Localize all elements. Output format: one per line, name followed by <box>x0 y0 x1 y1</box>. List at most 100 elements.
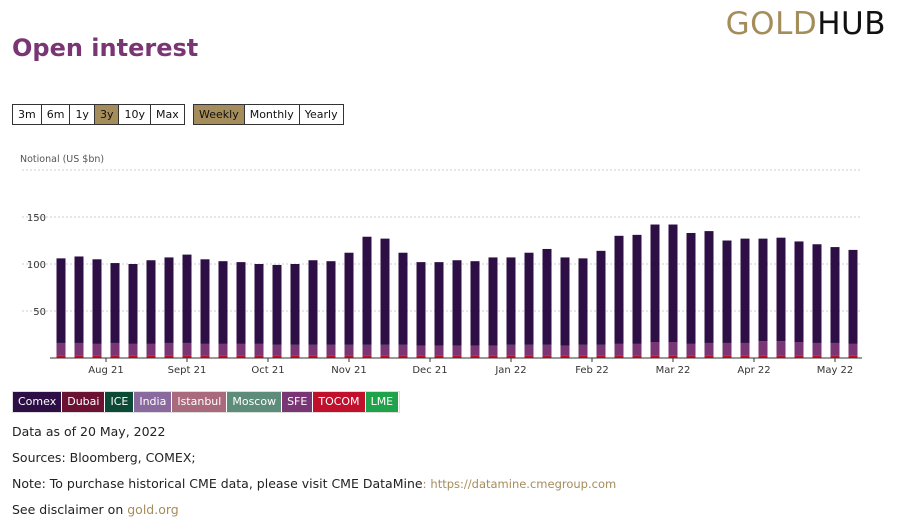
bar-comex-14 <box>308 260 318 345</box>
frequency-button-yearly[interactable]: Yearly <box>298 104 344 125</box>
legend-item-istanbul[interactable]: Istanbul <box>172 392 227 412</box>
range-button-3y[interactable]: 3y <box>93 104 120 125</box>
bar-tocom-30 <box>596 355 606 358</box>
x-tick-label: Aug 21 <box>88 365 123 376</box>
frequency-button-monthly[interactable]: Monthly <box>243 104 300 125</box>
bar-sfe-30 <box>596 344 606 356</box>
bar-tocom-10 <box>236 355 246 358</box>
bar-tocom-35 <box>686 355 696 358</box>
bar-sfe-33 <box>650 342 660 356</box>
bar-tocom-29 <box>578 355 588 358</box>
bar-comex-10 <box>236 262 246 344</box>
bar-comex-4 <box>128 264 138 344</box>
gold-org-link[interactable]: gold.org <box>127 502 179 517</box>
bar-sfe-5 <box>146 343 156 356</box>
x-tick-label: Apr 22 <box>737 365 770 376</box>
bar-sfe-26 <box>524 344 534 356</box>
bar-comex-28 <box>560 257 570 346</box>
bar-tocom-23 <box>470 355 480 358</box>
y-tick-label: 100 <box>27 260 46 271</box>
bar-tocom-43 <box>830 355 840 358</box>
bar-comex-43 <box>830 247 840 343</box>
note-line: Note: To purchase historical CME data, p… <box>12 476 616 491</box>
bar-sfe-9 <box>218 343 228 356</box>
bar-comex-12 <box>272 264 282 345</box>
legend-item-lme[interactable]: LME <box>365 392 399 412</box>
bar-sfe-1 <box>74 342 84 356</box>
bar-sfe-17 <box>362 344 372 356</box>
goldhub-logo[interactable]: GOLDHUB <box>726 6 886 42</box>
bar-sfe-12 <box>272 344 282 356</box>
bar-comex-15 <box>326 261 336 345</box>
x-tick-label: Sept 21 <box>168 365 207 376</box>
frequency-button-weekly[interactable]: Weekly <box>193 104 245 125</box>
bar-sfe-6 <box>164 342 174 356</box>
y-tick-label: 150 <box>27 213 46 224</box>
bar-sfe-18 <box>380 344 390 356</box>
bar-sfe-37 <box>722 342 732 356</box>
bar-sfe-25 <box>506 344 516 356</box>
legend-item-sfe[interactable]: SFE <box>282 392 313 412</box>
note-colon: : <box>422 477 427 491</box>
legend-item-ice[interactable]: ICE <box>105 392 134 412</box>
bar-sfe-41 <box>794 342 804 356</box>
bar-comex-31 <box>614 235 624 344</box>
range-button-6m[interactable]: 6m <box>40 104 71 125</box>
logo-hub-text: HUB <box>817 6 886 42</box>
bar-comex-16 <box>344 252 354 345</box>
bar-comex-18 <box>380 238 390 345</box>
bar-tocom-14 <box>308 355 318 358</box>
bar-sfe-42 <box>812 342 822 356</box>
x-tick-label: Dec 21 <box>412 365 447 376</box>
bar-tocom-38 <box>740 355 750 358</box>
range-button-1y[interactable]: 1y <box>69 104 95 125</box>
bar-comex-24 <box>488 257 498 346</box>
bar-sfe-24 <box>488 345 498 356</box>
sources-text: Sources: Bloomberg, COMEX; <box>12 450 196 465</box>
bar-sfe-0 <box>56 342 66 356</box>
bar-sfe-2 <box>92 343 102 356</box>
bar-sfe-11 <box>254 343 264 356</box>
bar-comex-42 <box>812 244 822 343</box>
bar-comex-22 <box>452 260 462 346</box>
bar-comex-38 <box>740 238 750 343</box>
legend-item-tocom[interactable]: TOCOM <box>313 392 365 412</box>
range-button-3m[interactable]: 3m <box>12 104 42 125</box>
range-button-10y[interactable]: 10y <box>118 104 151 125</box>
legend-item-india[interactable]: India <box>134 392 172 412</box>
bar-comex-1 <box>74 256 84 343</box>
bar-sfe-4 <box>128 343 138 356</box>
bar-sfe-35 <box>686 343 696 356</box>
bar-comex-21 <box>434 262 444 346</box>
bar-tocom-40 <box>776 355 786 358</box>
bar-comex-9 <box>218 261 228 344</box>
bar-tocom-20 <box>416 355 426 358</box>
bar-sfe-39 <box>758 341 768 356</box>
bar-tocom-18 <box>380 355 390 358</box>
bar-sfe-8 <box>200 343 210 356</box>
bar-tocom-24 <box>488 355 498 358</box>
bar-comex-29 <box>578 258 588 345</box>
legend-item-moscow[interactable]: Moscow <box>227 392 282 412</box>
bar-sfe-38 <box>740 342 750 356</box>
bar-tocom-39 <box>758 355 768 358</box>
time-range-selector: 3m 6m 1y 3y 10y Max <box>12 104 185 125</box>
bar-comex-13 <box>290 264 300 345</box>
bar-comex-41 <box>794 241 804 343</box>
bar-sfe-23 <box>470 345 480 356</box>
bar-comex-11 <box>254 264 264 344</box>
bar-tocom-26 <box>524 355 534 358</box>
bar-tocom-17 <box>362 355 372 358</box>
bar-sfe-13 <box>290 344 300 356</box>
x-tick-label: May 22 <box>817 365 854 376</box>
cme-datamine-link[interactable]: https://datamine.cmegroup.com <box>430 477 617 491</box>
range-button-max[interactable]: Max <box>149 104 185 125</box>
page-title: Open interest <box>12 34 199 62</box>
bar-sfe-16 <box>344 344 354 356</box>
bar-tocom-41 <box>794 355 804 358</box>
bar-tocom-28 <box>560 355 570 358</box>
legend-item-comex[interactable]: Comex <box>13 392 62 412</box>
bar-comex-36 <box>704 231 714 343</box>
legend-item-dubai[interactable]: Dubai <box>62 392 105 412</box>
bar-comex-44 <box>848 249 858 344</box>
